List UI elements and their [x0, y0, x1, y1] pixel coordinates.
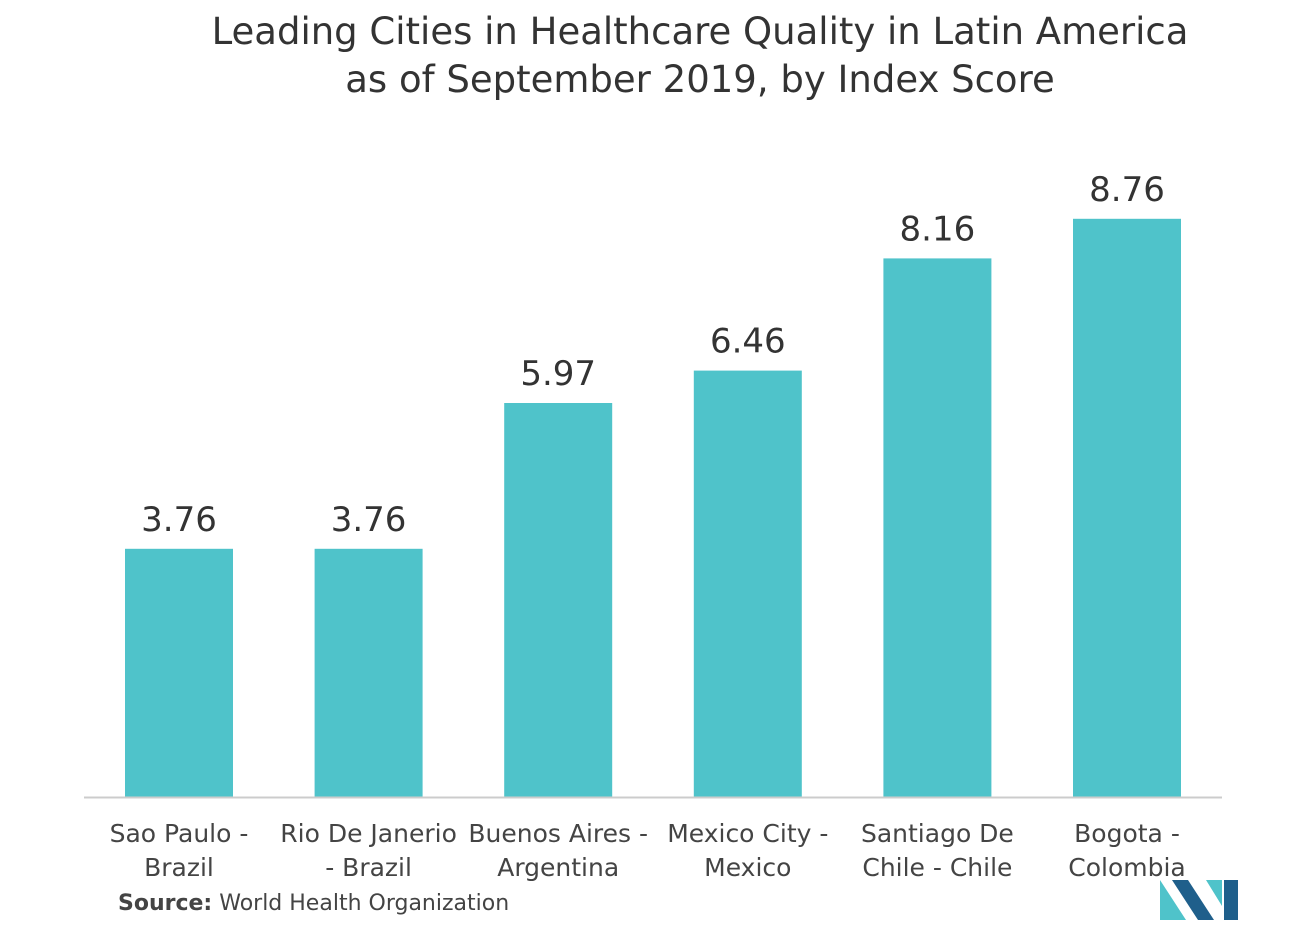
category-label-3-line-1: Mexico	[704, 853, 791, 882]
category-label-5-line-1: Colombia	[1068, 853, 1185, 882]
category-label-1-line-0: Rio De Janerio	[280, 819, 457, 848]
data-label-5: 8.76	[1089, 170, 1165, 210]
data-label-2: 5.97	[520, 354, 596, 394]
data-label-1: 3.76	[331, 500, 407, 540]
source-note: Source: World Health Organization	[118, 891, 509, 916]
source-label: Source:	[118, 891, 213, 916]
chart-title: Leading Cities in Healthcare Quality in …	[100, 8, 1293, 104]
market-logo-icon	[1160, 880, 1238, 920]
bar-0	[125, 548, 233, 797]
data-label-3: 6.46	[710, 322, 786, 362]
bar-4	[883, 258, 992, 797]
source-text: World Health Organization	[212, 891, 510, 916]
bar-3	[693, 370, 802, 797]
category-label-0-line-1: Brazil	[144, 853, 214, 882]
category-label-0-line-0: Sao Paulo -	[110, 819, 249, 848]
bar-1	[314, 548, 423, 797]
data-label-4: 8.16	[900, 209, 976, 249]
bar-2	[504, 403, 613, 797]
chart-title-line-1: Leading Cities in Healthcare Quality in …	[211, 10, 1189, 53]
category-label-1-line-1: - Brazil	[325, 853, 412, 882]
category-label-2-line-0: Buenos Aires -	[468, 819, 648, 848]
bar-5	[1073, 218, 1181, 798]
category-label-4-line-0: Santiago De	[861, 819, 1014, 848]
category-label-2-line-1: Argentina	[497, 853, 619, 882]
category-label-4-line-1: Chile - Chile	[862, 853, 1012, 882]
category-label-5-line-0: Bogota -	[1074, 819, 1180, 848]
chart-title-line-2: as of September 2019, by Index Score	[345, 58, 1055, 101]
category-label-3-line-0: Mexico City -	[667, 819, 828, 848]
data-label-0: 3.76	[141, 500, 217, 540]
